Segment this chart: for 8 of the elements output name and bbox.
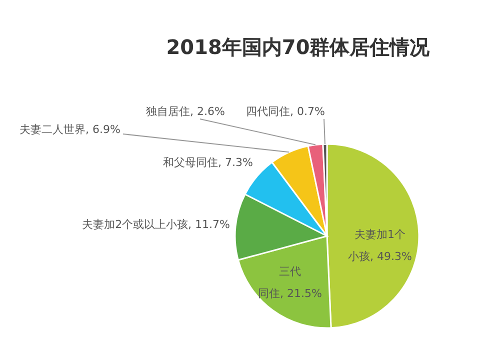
chart-title: 2018年国内70群体居住情况	[166, 35, 431, 59]
slice-label: 独自居住, 2.6%	[146, 105, 225, 118]
slice-label: 夫妻加2个或以上小孩, 11.7%	[82, 218, 230, 231]
slice-label: 夫妻加1个小孩, 49.3%	[348, 228, 412, 263]
slice-label: 三代同住, 21.5%	[258, 265, 322, 300]
slice-label: 四代同住, 0.7%	[246, 105, 325, 118]
slice-label: 和父母同住, 7.3%	[163, 156, 253, 169]
slice-label: 夫妻二人世界, 6.9%	[20, 123, 120, 136]
